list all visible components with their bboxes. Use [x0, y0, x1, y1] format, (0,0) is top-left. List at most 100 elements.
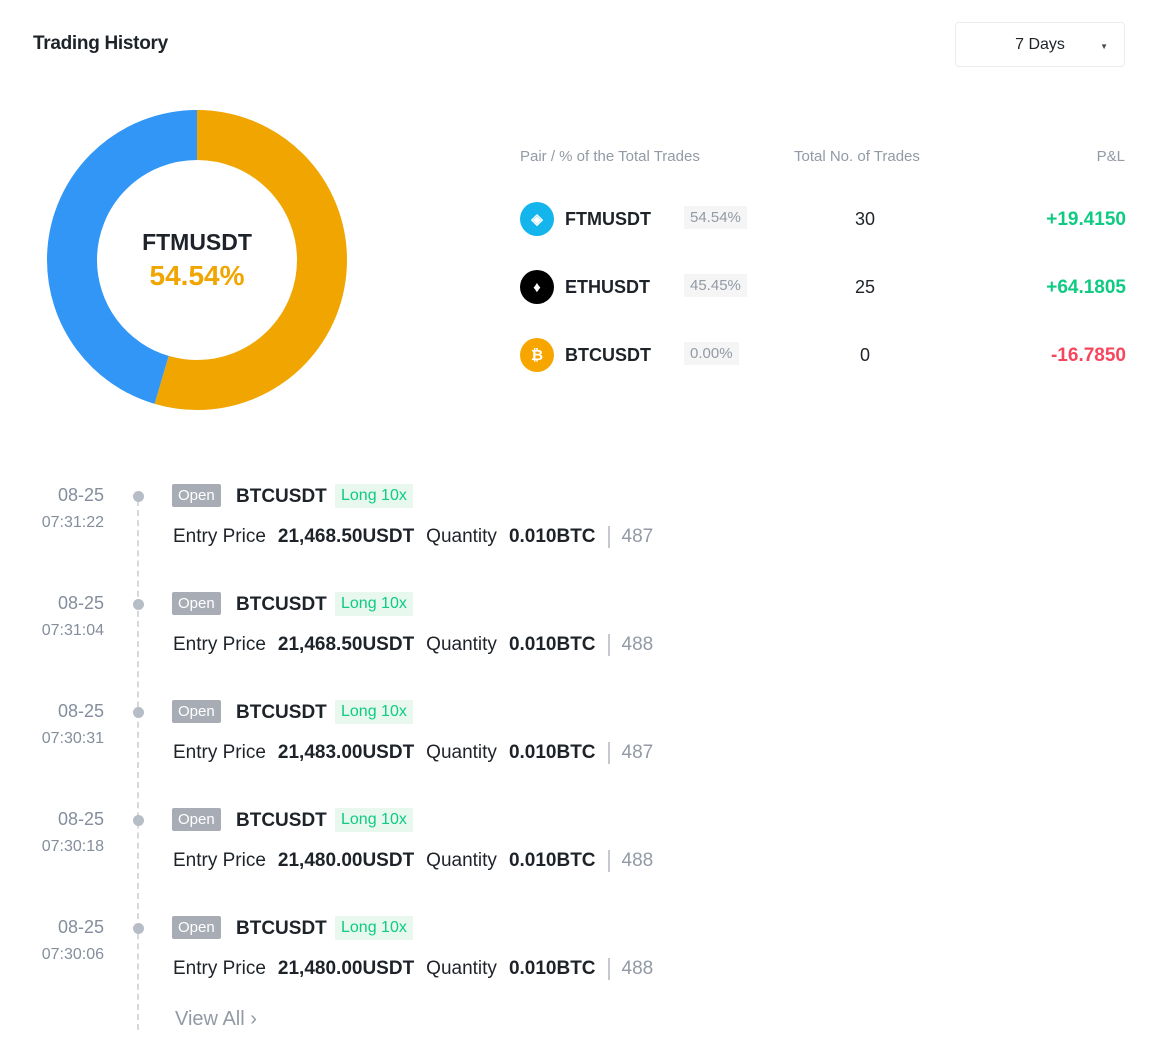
history-item: 08-25 07:30:31 Open BTCUSDT Long 10x Ent…	[0, 700, 1168, 812]
trade-details: Entry Price 21,483.00USDT Quantity 0.010…	[173, 742, 653, 764]
trade-date: 08-25	[57, 593, 104, 613]
trade-symbol: BTCUSDT	[236, 594, 327, 615]
page-title: Trading History	[33, 33, 168, 54]
trade-id: 487	[621, 742, 654, 763]
ethereum-icon: ♦	[520, 270, 554, 304]
trade-time: 07:31:04	[41, 622, 104, 639]
donut-chart	[47, 110, 347, 410]
divider	[607, 526, 610, 548]
status-badge: Open	[172, 808, 221, 831]
trade-date: 08-25	[57, 917, 104, 937]
divider	[607, 742, 610, 764]
pair-percent: 45.45%	[684, 274, 747, 297]
entry-price-value: 21,480.00USDT	[277, 958, 415, 979]
trade-details: Entry Price 21,480.00USDT Quantity 0.010…	[173, 958, 653, 980]
caret-down-icon: ▼	[1100, 42, 1108, 51]
leverage-badge: Long 10x	[335, 808, 413, 832]
quantity-value: 0.010BTC	[508, 742, 596, 763]
entry-price-label: Entry Price	[173, 742, 266, 763]
quantity-label: Quantity	[426, 958, 497, 979]
leverage-badge: Long 10x	[335, 700, 413, 724]
history-item: 08-25 07:30:06 Open BTCUSDT Long 10x Ent…	[0, 916, 1168, 1028]
entry-price-label: Entry Price	[173, 634, 266, 655]
quantity-value: 0.010BTC	[508, 958, 596, 979]
header-pair: Pair / % of the Total Trades	[520, 148, 700, 165]
pair-row[interactable]: ◈ FTMUSDT 54.54% 30 +19.4150	[520, 202, 1126, 238]
pair-name: ETHUSDT	[565, 277, 650, 297]
timeline-dot	[133, 815, 144, 826]
quantity-label: Quantity	[426, 850, 497, 871]
trade-time: 07:30:31	[41, 730, 104, 747]
status-badge: Open	[172, 916, 221, 939]
trade-time: 07:30:18	[41, 838, 104, 855]
quantity-value: 0.010BTC	[508, 634, 596, 655]
entry-price-label: Entry Price	[173, 850, 266, 871]
pnl-value: +19.4150	[1046, 209, 1126, 230]
donut-center: FTMUSDT 54.54%	[47, 110, 347, 410]
trade-date: 08-25	[57, 809, 104, 829]
history-item: 08-25 07:31:22 Open BTCUSDT Long 10x Ent…	[0, 484, 1168, 596]
header-trades: Total No. of Trades	[794, 148, 920, 165]
quantity-value: 0.010BTC	[508, 850, 596, 871]
timeline-dot	[133, 599, 144, 610]
trade-count: 25	[854, 277, 876, 297]
pair-percent: 0.00%	[684, 342, 739, 365]
trade-date: 08-25	[57, 485, 104, 505]
trade-count: 30	[854, 209, 876, 229]
trade-id: 488	[621, 850, 654, 871]
history-item: 08-25 07:30:18 Open BTCUSDT Long 10x Ent…	[0, 808, 1168, 920]
status-badge: Open	[172, 484, 221, 507]
entry-price-value: 21,483.00USDT	[277, 742, 415, 763]
view-all-link[interactable]: View All ›	[175, 1008, 257, 1030]
leverage-badge: Long 10x	[335, 484, 413, 508]
trade-details: Entry Price 21,468.50USDT Quantity 0.010…	[173, 526, 653, 548]
trade-details: Entry Price 21,480.00USDT Quantity 0.010…	[173, 850, 653, 872]
pair-row[interactable]: ♦ ETHUSDT 45.45% 25 +64.1805	[520, 270, 1126, 306]
entry-price-value: 21,480.00USDT	[277, 850, 415, 871]
quantity-value: 0.010BTC	[508, 526, 596, 547]
status-badge: Open	[172, 700, 221, 723]
trade-symbol: BTCUSDT	[236, 486, 327, 507]
entry-price-value: 21,468.50USDT	[277, 634, 415, 655]
pnl-value: -16.7850	[1050, 345, 1126, 366]
trade-id: 487	[621, 526, 654, 547]
divider	[607, 634, 610, 656]
donut-segment-ethusdt[interactable]	[47, 110, 347, 410]
pair-percent: 54.54%	[684, 206, 747, 229]
trade-symbol: BTCUSDT	[236, 702, 327, 723]
timeline-dot	[133, 923, 144, 934]
quantity-label: Quantity	[426, 742, 497, 763]
trade-symbol: BTCUSDT	[236, 810, 327, 831]
status-badge: Open	[172, 592, 221, 615]
timeline-dot	[133, 707, 144, 718]
pnl-value: +64.1805	[1046, 277, 1126, 298]
trade-symbol: BTCUSDT	[236, 918, 327, 939]
donut-center-pair: FTMUSDT	[142, 228, 252, 255]
leverage-badge: Long 10x	[335, 916, 413, 940]
leverage-badge: Long 10x	[335, 592, 413, 616]
fantom-icon: ◈	[520, 202, 554, 236]
trade-time: 07:31:22	[41, 514, 104, 531]
trade-count: 0	[859, 345, 870, 365]
entry-price-label: Entry Price	[173, 958, 266, 979]
trade-id: 488	[621, 634, 654, 655]
header-pnl: P&L	[1096, 148, 1125, 165]
timeline-dot	[133, 491, 144, 502]
time-range-dropdown[interactable]: 7 Days ▼	[955, 22, 1125, 67]
pair-name: FTMUSDT	[565, 209, 651, 229]
trade-time: 07:30:06	[41, 946, 104, 963]
entry-price-label: Entry Price	[173, 526, 266, 547]
donut-center-percent: 54.54%	[149, 259, 245, 291]
entry-price-value: 21,468.50USDT	[277, 526, 415, 547]
divider	[607, 958, 610, 980]
quantity-label: Quantity	[426, 634, 497, 655]
timeline-line	[137, 500, 139, 1030]
trade-details: Entry Price 21,468.50USDT Quantity 0.010…	[173, 634, 653, 656]
pair-name: BTCUSDT	[565, 345, 651, 365]
pair-row[interactable]: ₿ BTCUSDT 0.00% 0 -16.7850	[520, 338, 1126, 374]
trade-id: 488	[621, 958, 654, 979]
time-range-value: 7 Days	[1015, 35, 1065, 53]
bitcoin-icon: ₿	[520, 338, 554, 372]
divider	[607, 850, 610, 872]
